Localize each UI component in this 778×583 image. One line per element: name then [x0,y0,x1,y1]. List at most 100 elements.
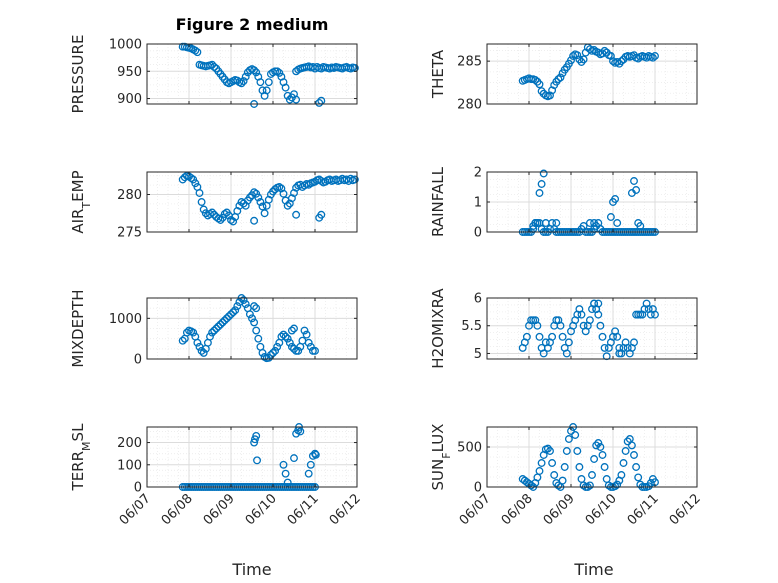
data-point [573,51,582,60]
x-tick-label: 06/12 [327,491,364,528]
data-point [552,219,561,227]
data-point [541,219,550,227]
data-point [304,469,313,478]
y-tick-label: 285 [457,55,482,70]
data-point [252,304,261,313]
data-point [596,321,605,330]
data-point [611,482,620,491]
data-point [632,463,641,471]
data-point [220,210,229,218]
data-point [617,471,626,479]
x-tick-label: 06/09 [541,491,578,528]
data-point [606,52,615,60]
data-point [294,346,303,355]
data-point [646,479,655,487]
data-point [253,456,261,465]
data-point [279,460,288,469]
data-point [630,177,638,185]
subplot-terr-msl: 0 100 200 06/07 06/08 06/09 06/10 06/11 06/12 TER… [69,423,364,528]
data-point [609,57,617,66]
data-point [611,195,620,203]
data-point [613,219,622,227]
data-point [208,328,217,337]
data-point [531,76,540,84]
data-point [229,217,238,226]
y-axis-label: PRESSURE [69,35,87,114]
data-point [556,321,565,330]
x-tick-label: 06/12 [667,491,704,528]
y-tick-label: 1000 [109,38,142,53]
data-point [615,349,624,358]
data-point [220,316,229,325]
y-axis-label: H2OMIXRA [429,288,447,369]
data-point [281,332,290,341]
data-point [254,334,263,343]
y-axis-label: TERRMSL [69,423,93,492]
data-point [210,326,219,335]
data-point [287,342,296,351]
data-point [315,98,324,107]
data-point [273,342,282,351]
data-point [304,180,313,189]
y-tick-label: 0 [134,353,142,368]
figure-title: Figure 2 medium [176,15,329,34]
subplot-air-temp: 275 280 AIRTEMP [69,170,359,241]
axes-box [146,43,358,105]
data-point [290,324,298,333]
data-point [193,48,202,57]
data-point [600,343,609,352]
data-point [554,75,563,84]
data-point [304,338,313,347]
x-tick-label: 06/09 [201,491,238,528]
data-point [250,66,259,75]
data-point [195,189,204,197]
data-point [630,451,638,459]
y-tick-label: 2 [474,166,482,181]
data-point [229,308,238,317]
data-point [533,321,542,330]
data-point [252,68,261,77]
data-point [590,455,599,463]
data-point [562,349,571,358]
data-point [600,46,609,55]
subplot-rainfall: 0 1 2 RAINFALL [429,166,698,241]
data-point [617,57,626,66]
y-tick-label: 1000 [109,312,142,327]
subplot-sun-flux: 0 500 06/07 06/08 06/09 06/10 06/11 06/12 SUNFLU… [429,423,704,528]
data-point [199,348,208,357]
data-point [548,459,557,467]
data-point [260,209,269,218]
data-point [613,58,622,66]
y-tick-label: 200 [117,436,142,451]
data-point [275,183,284,191]
data-point [264,78,273,87]
subplot-mixdepth: 0 1000 MIXDEPTH [69,289,358,368]
data-point [579,55,588,64]
data-point [256,198,265,206]
data-point [548,86,557,95]
subplot-h2omixra: 5 5.5 6 H2OMIXRA [429,288,698,369]
data-point [218,318,227,327]
data-point [531,219,540,227]
data-point [600,463,609,471]
data-point [262,86,271,95]
y-tick-label: 280 [117,188,142,203]
data-point [632,186,641,194]
data-point [311,346,319,355]
data-point [206,332,214,341]
axes-box [146,426,358,488]
data-point [623,437,632,446]
x-axis-label-left: Time [231,560,271,579]
data-point [651,310,659,319]
data-point [613,332,622,341]
data-point [613,480,622,489]
data-point [214,322,223,331]
data-point [290,454,298,463]
data-point [279,189,288,198]
x-tick-label: 06/08 [499,491,536,528]
y-tick-label: 5.5 [461,319,482,334]
data-point [598,332,607,341]
data-point [271,346,280,355]
y-axis-label: SUNFLUX [429,424,453,491]
